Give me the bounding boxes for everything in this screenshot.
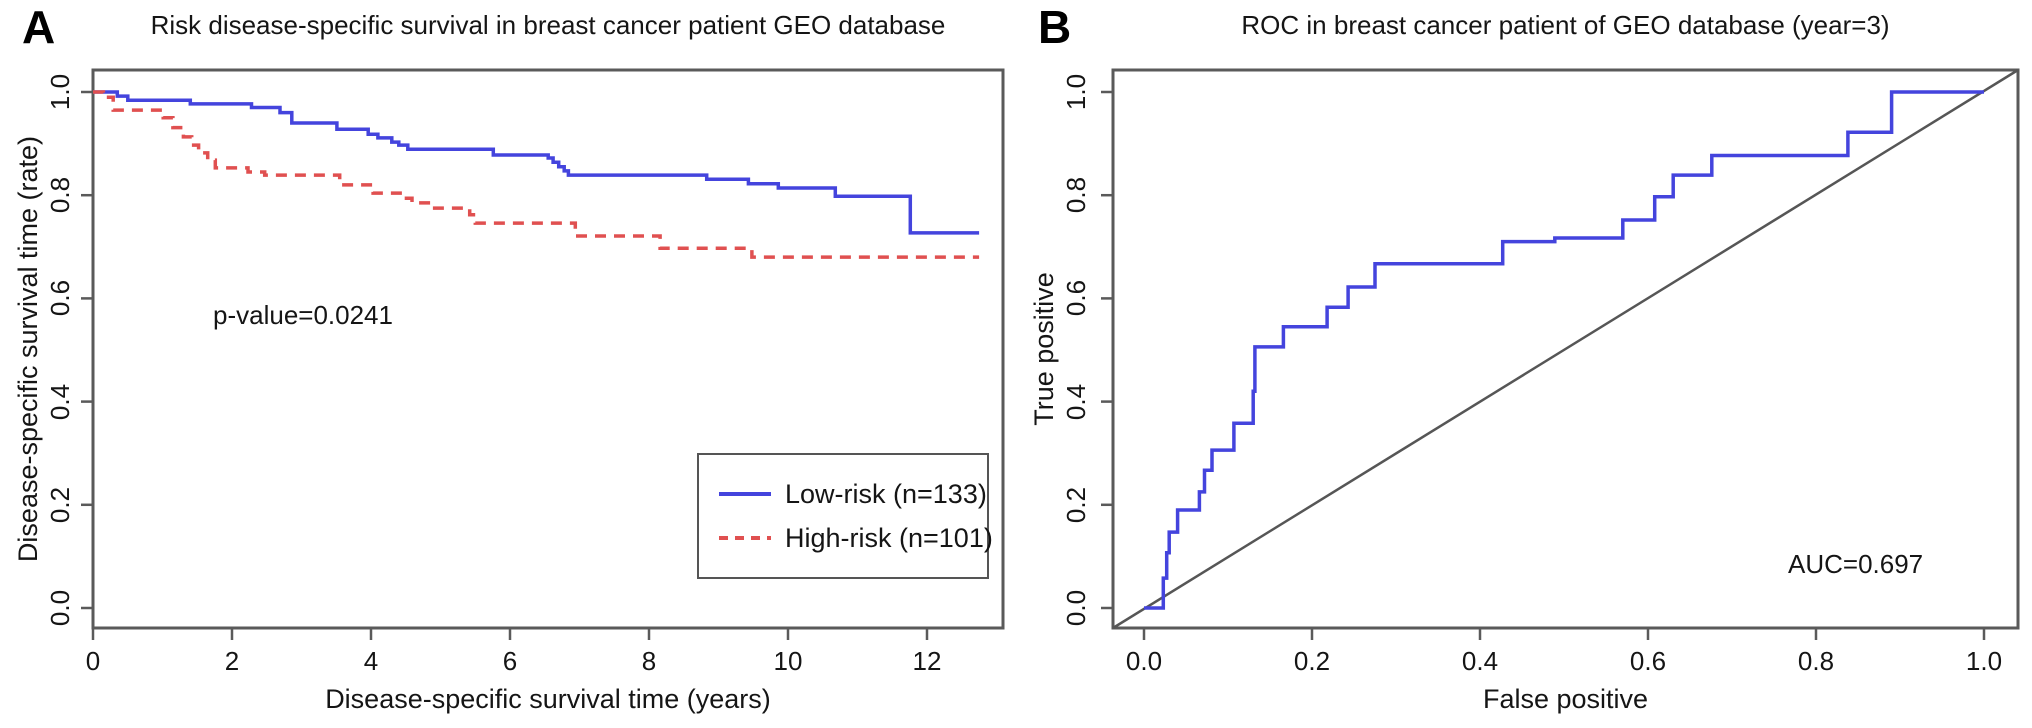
y-tick-label: 0.0 [1061, 589, 1091, 627]
legend-label-low-risk: Low-risk (n=133) [785, 478, 987, 509]
y-tick-label: 0.4 [45, 383, 75, 420]
x-tick-label: 0.8 [1797, 646, 1835, 676]
km-legend-box: Low-risk (n=133) High-risk (n=101) [697, 453, 993, 579]
km-plot-svg [81, 68, 1005, 640]
panel-a-label: A [22, 1, 56, 53]
roc-y-axis-label: True positive [1029, 272, 1059, 426]
panel-b-label: B [1038, 1, 1072, 53]
legend-label-high-risk: High-risk (n=101) [785, 522, 993, 553]
panel-a: A Risk disease-specific survival in brea… [13, 1, 1005, 714]
x-tick-label: 4 [363, 646, 379, 676]
diagonal-reference-line [1112, 68, 2019, 630]
low-risk-line-sample [719, 492, 771, 496]
x-tick-label: 0.2 [1293, 646, 1331, 676]
km-x-axis-label: Disease-specific survival time (years) [325, 684, 771, 714]
x-tick-label: 8 [641, 646, 657, 676]
km-y-axis-label: Disease-specific survival time (rate) [13, 135, 43, 563]
y-tick-label: 0.2 [1061, 486, 1091, 523]
x-tick-label: 10 [773, 646, 803, 676]
x-tick-label: 12 [912, 646, 942, 676]
roc-plot-svg [1101, 68, 2020, 640]
y-tick-label: 0.4 [1061, 383, 1091, 420]
plot-frame [1111, 68, 2020, 630]
curve-low-risk [93, 90, 980, 235]
roc-x-axis-label: False positive [1482, 684, 1649, 714]
x-tick-label: 0.4 [1461, 646, 1499, 676]
auc-annotation: AUC=0.697 [1788, 549, 1924, 579]
y-tick-label: 0.8 [45, 177, 75, 214]
y-tick-label: 1.0 [1061, 73, 1091, 111]
p-value-annotation: p-value=0.0241 [213, 300, 393, 330]
legend-row: High-risk (n=101) [719, 520, 993, 556]
y-tick-label: 0.0 [45, 589, 75, 627]
roc-chart-title: ROC in breast cancer patient of GEO data… [1241, 10, 1890, 40]
y-tick-label: 0.6 [1061, 280, 1091, 317]
y-tick-label: 0.8 [1061, 177, 1091, 214]
x-tick-label: 6 [502, 646, 518, 676]
x-tick-label: 1.0 [1965, 646, 2003, 676]
x-tick-label: 2 [224, 646, 240, 676]
y-tick-label: 0.6 [45, 280, 75, 317]
curve-roc [1144, 90, 1984, 610]
x-tick-label: 0.6 [1629, 646, 1667, 676]
plot-frame [91, 68, 1005, 630]
panel-b: B ROC in breast cancer patient of GEO da… [1016, 0, 2032, 728]
x-tick-label: 0 [85, 646, 101, 676]
km-chart-title: Risk disease-specific survival in breast… [150, 10, 946, 40]
y-tick-label: 0.2 [45, 486, 75, 523]
high-risk-line-sample [719, 536, 771, 540]
legend-row: Low-risk (n=133) [719, 476, 987, 512]
x-tick-label: 0.0 [1125, 646, 1163, 676]
curve-high-risk [93, 90, 980, 259]
y-tick-label: 1.0 [45, 73, 75, 111]
